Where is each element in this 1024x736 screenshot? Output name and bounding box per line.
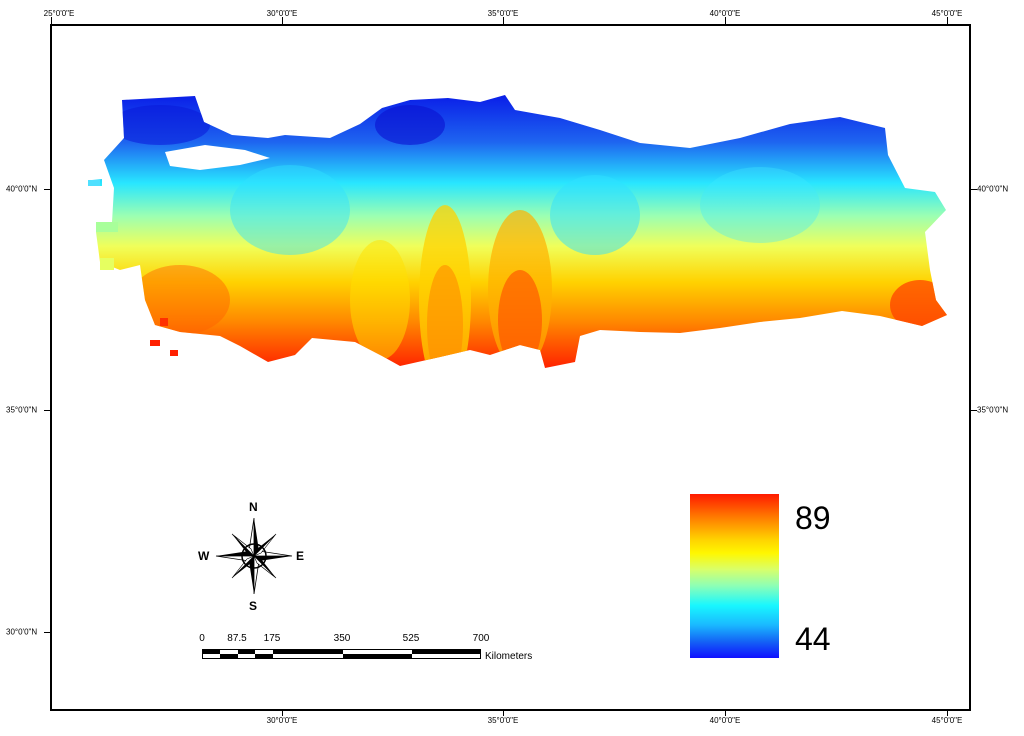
tick-bottom-35 — [503, 711, 504, 716]
tick-top-45 — [947, 17, 948, 24]
tick-top-40 — [725, 17, 726, 24]
scale-segment — [238, 650, 255, 654]
lon-label-top-40: 40°0'0"E — [709, 9, 741, 18]
compass-north-label: N — [249, 500, 258, 514]
compass-rose-icon — [215, 517, 293, 595]
tick-top-35 — [503, 17, 504, 24]
scale-segment — [255, 654, 273, 658]
scale-segment — [203, 650, 220, 654]
scale-segment — [412, 650, 480, 654]
tick-right-35 — [971, 410, 977, 411]
tick-left-30 — [44, 632, 50, 633]
legend-max-value: 89 — [795, 500, 831, 536]
tick-right-40 — [971, 189, 977, 190]
scale-label-87-5: 87.5 — [227, 633, 247, 644]
legend-color-ramp — [690, 494, 779, 658]
legend-min-value: 44 — [795, 621, 831, 657]
scale-segment — [343, 654, 412, 658]
scale-label-700: 700 — [472, 633, 490, 644]
scale-bar — [202, 649, 481, 659]
lon-label-top-25: 25°0'0"E — [43, 9, 75, 18]
tick-top-30 — [282, 17, 283, 24]
lon-label-top-35: 35°0'0"E — [487, 9, 519, 18]
scale-label-0: 0 — [199, 633, 205, 644]
lon-label-top-45: 45°0'0"E — [931, 9, 963, 18]
scale-label-525: 525 — [402, 633, 420, 644]
tick-left-35 — [44, 410, 50, 411]
scale-label-350: 350 — [333, 633, 351, 644]
lat-label-left-35: 35°0'0"N — [6, 405, 38, 415]
tick-bottom-45 — [947, 711, 948, 716]
lat-label-left-40: 40°0'0"N — [6, 184, 38, 194]
lon-label-bottom-40: 40°0'0"E — [709, 716, 741, 725]
tick-left-40 — [44, 189, 50, 190]
scale-segment — [220, 654, 238, 658]
lon-label-bottom-45: 45°0'0"E — [931, 716, 963, 725]
lat-label-left-30: 30°0'0"N — [6, 627, 38, 637]
lat-label-right-35: 35°0'0"N — [977, 405, 1009, 415]
tick-bottom-40 — [725, 711, 726, 716]
lon-label-bottom-30: 30°0'0"E — [266, 716, 298, 725]
scale-segment — [273, 650, 343, 654]
compass-east-label: E — [296, 549, 305, 563]
scale-unit-label: Kilometers — [485, 651, 533, 662]
lon-label-top-30: 30°0'0"E — [266, 9, 298, 18]
scale-label-175: 175 — [263, 633, 281, 644]
compass-south-label: S — [249, 599, 258, 613]
compass-west-label: W — [198, 549, 210, 563]
lat-label-right-40: 40°0'0"N — [977, 184, 1009, 194]
tick-top-25 — [51, 17, 52, 24]
lon-label-bottom-35: 35°0'0"E — [487, 716, 519, 725]
tick-bottom-30 — [282, 711, 283, 716]
